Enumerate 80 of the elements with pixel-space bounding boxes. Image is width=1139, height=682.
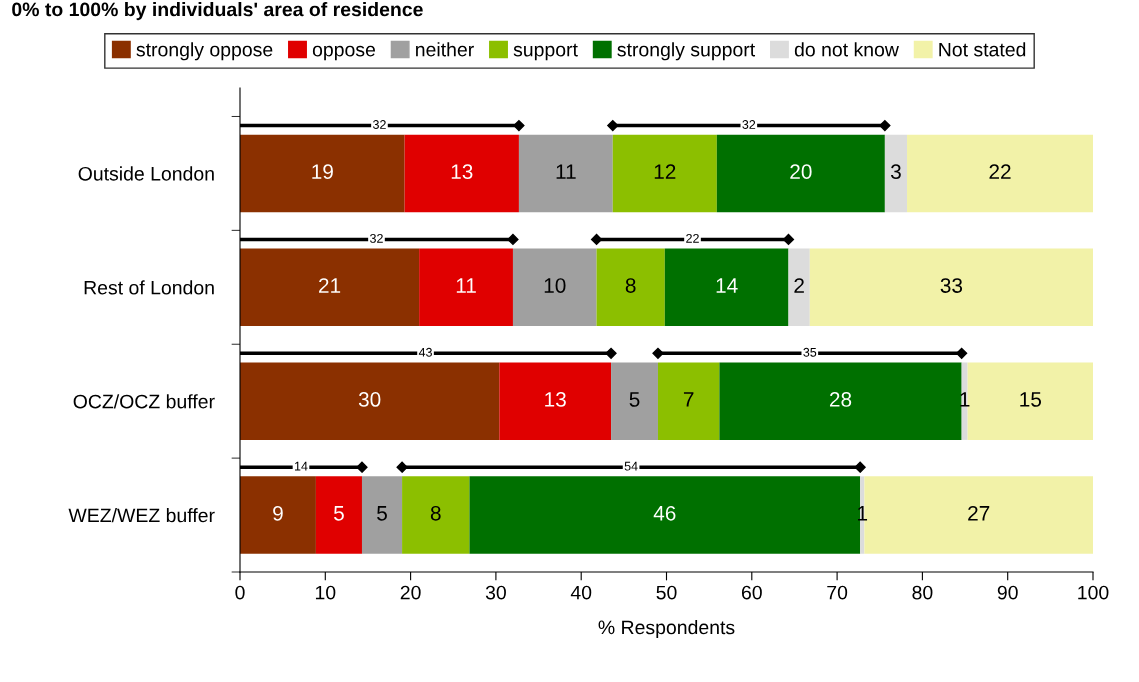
- x-tick-label: 50: [656, 585, 677, 600]
- x-tick-label: 90: [997, 585, 1018, 600]
- data-label: 7: [683, 392, 694, 407]
- y-tick-label: Outside London: [78, 166, 214, 181]
- legend-label: Not stated: [939, 42, 1026, 57]
- annotation: 32: [742, 120, 756, 129]
- bar: [884, 134, 908, 213]
- legend-label: neither: [416, 42, 474, 57]
- data-label: 19: [312, 164, 333, 179]
- bar: [596, 248, 665, 327]
- bar: [240, 362, 500, 440]
- bar: [404, 134, 519, 213]
- annotation: 35: [803, 347, 817, 357]
- data-label: 11: [556, 164, 576, 179]
- bar: [907, 134, 1093, 213]
- data-label: 28: [829, 392, 852, 407]
- data-label: 27: [968, 505, 990, 521]
- data-label: 21: [319, 278, 341, 293]
- annotation: 43: [418, 347, 432, 357]
- bar: [361, 476, 403, 554]
- data-label: 30: [358, 392, 381, 407]
- bar: [402, 476, 470, 554]
- x-tick-label: 70: [827, 585, 848, 600]
- data-label: 3: [890, 164, 901, 179]
- annotation: 32: [372, 120, 386, 129]
- data-label: 13: [451, 164, 473, 179]
- bar: [240, 134, 405, 213]
- data-label: 12: [654, 164, 676, 179]
- bar: [240, 248, 420, 327]
- bar: [664, 248, 789, 327]
- legend-label: do not know: [794, 42, 899, 57]
- legend-label: strongly support: [617, 42, 756, 61]
- bar: [716, 134, 885, 213]
- legend-label: strongly oppose: [136, 42, 273, 61]
- data-label: 11: [456, 278, 476, 293]
- legend-label: oppose: [312, 45, 376, 61]
- x-tick-label: 30: [485, 585, 506, 600]
- x-tick-label: 60: [741, 585, 762, 600]
- x-axis-title: % Respondents: [598, 619, 735, 639]
- x-tick-label: 10: [315, 585, 336, 600]
- annotation: 22: [686, 233, 699, 243]
- x-tick-label: 20: [400, 585, 421, 600]
- data-label: 9: [273, 505, 283, 521]
- data-label: 15: [1020, 392, 1042, 407]
- bar: [240, 476, 316, 554]
- annotation: 54: [624, 461, 638, 471]
- bar: [788, 248, 810, 327]
- y-tick-label: OCZ/OCZ buffer: [73, 394, 215, 409]
- legend-label: support: [513, 43, 578, 61]
- bar: [499, 362, 612, 440]
- data-label: 5: [333, 506, 344, 521]
- data-label: 20: [790, 164, 812, 179]
- x-tick-label: 80: [912, 585, 933, 600]
- data-label: 2: [794, 278, 804, 293]
- data-label: 14: [716, 278, 738, 293]
- bar: [419, 248, 513, 327]
- bar: [719, 362, 962, 440]
- data-label: 8: [625, 278, 636, 293]
- bar: [612, 134, 717, 213]
- annotation: 14: [294, 461, 308, 471]
- bar: [512, 248, 597, 327]
- data-label: 5: [377, 506, 387, 521]
- chart-title: 0% to 100% by individuals' area of residence: [12, 2, 423, 21]
- data-label: 33: [940, 278, 963, 293]
- data-label: 8: [430, 505, 441, 521]
- data-label: 5: [629, 392, 640, 407]
- bar: [657, 362, 720, 440]
- x-tick-label: 100: [1078, 585, 1109, 600]
- x-tick-label: 40: [570, 585, 592, 600]
- y-tick-label: WEZ/WEZ buffer: [68, 508, 215, 523]
- bar: [315, 476, 362, 554]
- annotation: 32: [370, 233, 383, 243]
- y-tick-label: Rest of London: [84, 280, 214, 295]
- data-label: 22: [989, 164, 1011, 179]
- x-tick-label: 0: [235, 585, 245, 600]
- bar: [611, 362, 658, 440]
- data-label: 10: [544, 278, 566, 293]
- data-label: 13: [545, 392, 566, 407]
- data-label: 46: [653, 505, 676, 521]
- bar: [518, 134, 613, 213]
